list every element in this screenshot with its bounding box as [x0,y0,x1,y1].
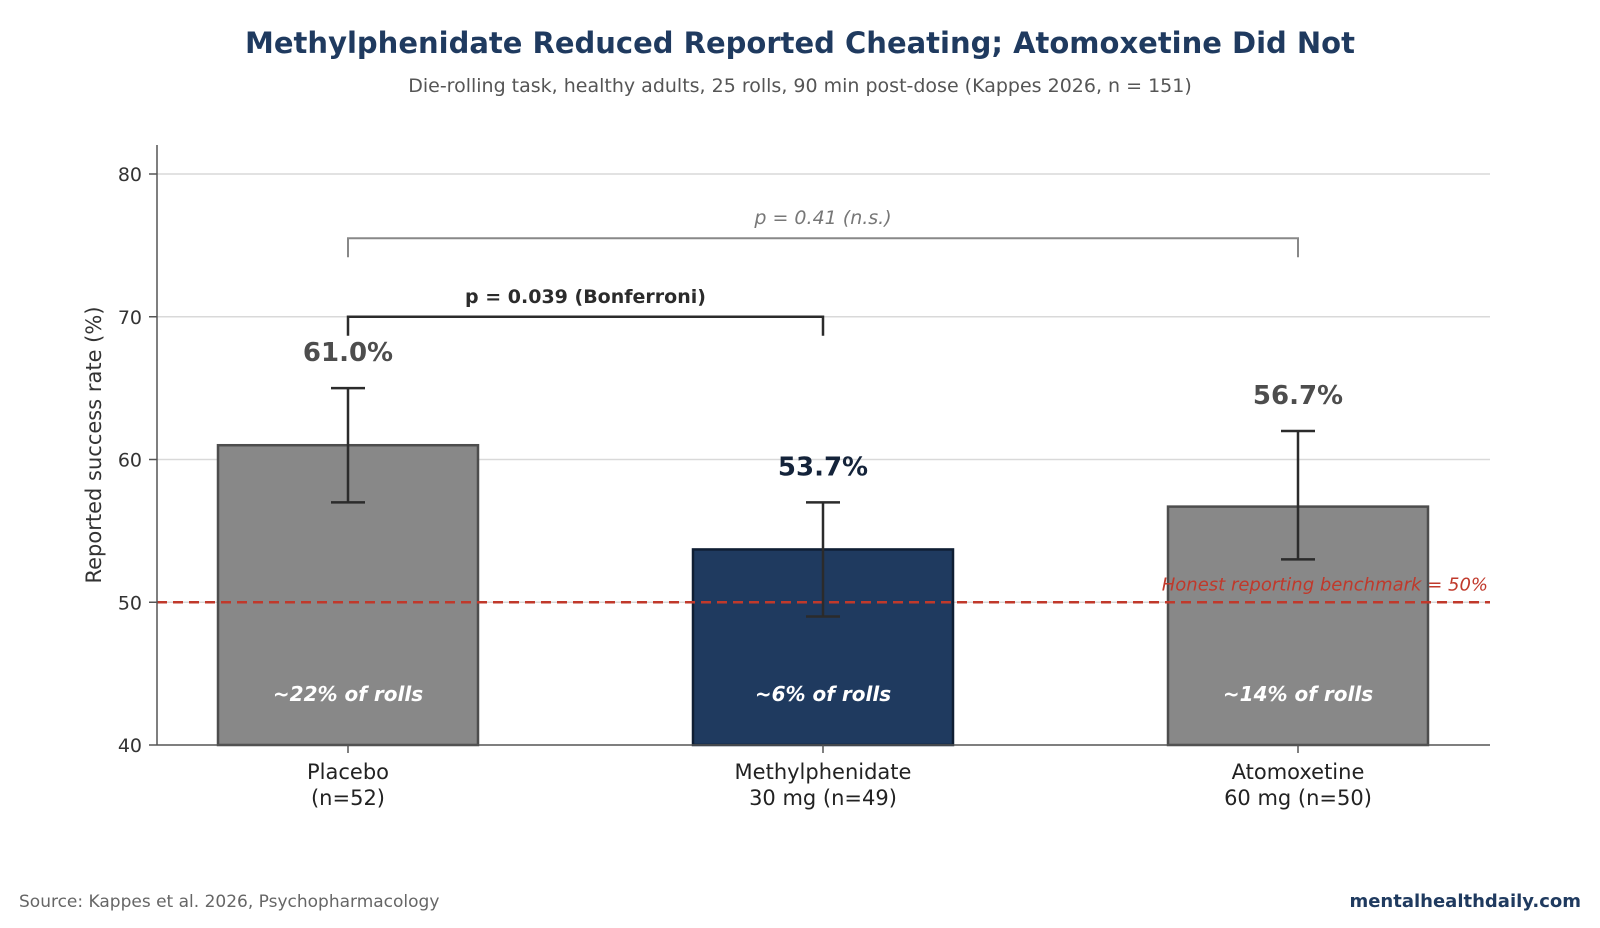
bar-inner-label: ~6% of rolls [755,682,891,706]
bar-inner-label: ~14% of rolls [1223,682,1373,706]
x-tick-label: Atomoxetine [1232,760,1365,784]
significance-bracket [346,315,825,336]
significance-label: p = 0.41 (n.s.) [753,207,891,229]
x-tick-label: (n=52) [311,786,385,810]
benchmark-label: Honest reporting benchmark = 50% [1162,574,1488,595]
significance-label: p = 0.039 (Bonferroni) [465,286,706,308]
y-tick-label: 70 [118,307,142,329]
x-tick-label: 30 mg (n=49) [749,786,897,810]
source-note: Source: Kappes et al. 2026, Psychopharma… [19,892,440,912]
y-tick-label: 50 [118,592,142,614]
x-tick-label: Placebo [307,760,389,784]
value-label: 53.7% [778,452,868,482]
bar-inner-label: ~22% of rolls [273,682,423,706]
x-tick-label: 60 mg (n=50) [1224,786,1372,810]
brand-watermark: mentalhealthdaily.com [1349,891,1581,912]
chart-title: Methylphenidate Reduced Reported Cheatin… [245,26,1355,60]
y-tick-label: 40 [118,735,142,757]
y-tick-label: 60 [118,450,142,472]
y-axis-label: Reported success rate (%) [82,306,106,583]
chart-subtitle: Die-rolling task, healthy adults, 25 rol… [408,75,1192,97]
value-label: 56.7% [1253,381,1343,411]
x-tick-label: Methylphenidate [735,760,912,784]
y-tick-label: 80 [118,164,142,186]
significance-bracket [347,237,1299,258]
value-label: 61.0% [303,338,393,368]
